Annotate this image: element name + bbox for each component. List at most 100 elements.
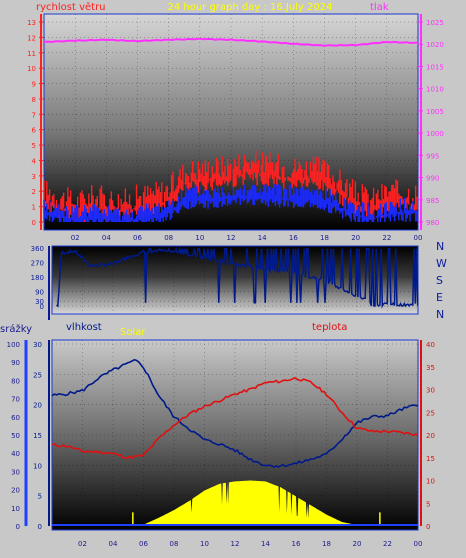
compass-n-top: N: [436, 240, 444, 253]
temp-tick-label: 15: [426, 455, 435, 463]
dir-tick-label: 90: [35, 289, 44, 297]
temp-tick-label: 30: [426, 387, 435, 395]
dir-tick-label: 360: [31, 245, 44, 253]
rain-tick-label: 40: [11, 450, 20, 458]
pressure-tick-label: 995: [426, 152, 439, 160]
wind-axis-label: rychlost větru: [36, 1, 106, 13]
weather-x-tick-label: 08: [170, 540, 179, 548]
solar-label: Solar: [120, 327, 146, 338]
pressure-tick-label: 985: [426, 197, 439, 205]
dir-tick-label: 30: [35, 298, 44, 306]
wind-x-tick-label: 14: [258, 234, 267, 242]
rain-tick-label: 20: [11, 487, 20, 495]
dir-tick-label: 270: [31, 260, 44, 268]
humidity-tick-label: 15: [33, 432, 42, 440]
wind-tick-label: 5: [32, 142, 36, 150]
weather-x-tick-label: 18: [322, 540, 331, 548]
wind-x-tick-label: 20: [351, 234, 360, 242]
wind-x-tick-label: 08: [164, 234, 173, 242]
rain-axis-label: srážky: [0, 323, 32, 335]
temp-tick-label: 10: [426, 478, 435, 486]
compass-n-bottom: N: [436, 308, 444, 321]
weather-x-tick-label: 22: [383, 540, 392, 548]
humidity-axis-label: vlhkost: [66, 322, 102, 333]
temp-tick-label: 0: [426, 523, 430, 531]
rain-tick-label: 100: [7, 341, 20, 349]
wind-x-tick-label: 06: [133, 234, 142, 242]
wind-tick-label: 1: [32, 204, 36, 212]
humidity-tick-label: 25: [33, 371, 42, 379]
pressure-tick-label: 990: [426, 175, 439, 183]
wind-tick-label: 7: [32, 111, 36, 119]
pressure-tick-label: 1020: [426, 41, 444, 49]
humidity-tick-label: 10: [33, 462, 42, 470]
wind-x-tick-label: 10: [195, 234, 204, 242]
temperature-line: [51, 376, 419, 460]
temp-tick-label: 5: [426, 500, 430, 508]
axis-layer: 0123456789101112139809859909951000100510…: [7, 14, 444, 548]
rain-tick-label: 0: [16, 523, 20, 531]
pressure-tick-label: 1025: [426, 19, 444, 27]
rain-tick-label: 90: [11, 359, 20, 367]
temp-tick-label: 40: [426, 341, 435, 349]
weather-x-tick-label: 06: [139, 540, 148, 548]
wind-x-tick-label: 22: [382, 234, 391, 242]
wind-tick-label: 9: [32, 81, 36, 89]
wind-tick-label: 11: [27, 50, 36, 58]
rain-tick-label: 70: [11, 396, 20, 404]
wind-tick-label: 8: [32, 96, 36, 104]
temperature-axis-label: teplota: [312, 322, 347, 333]
wind-x-tick-label: 00: [414, 234, 423, 242]
rain-tick-label: 30: [11, 468, 20, 476]
wind-tick-label: 0: [32, 219, 36, 227]
wind-x-tick-label: 16: [289, 234, 298, 242]
pressure-axis-label: tlak: [370, 2, 389, 13]
pressure-tick-label: 1005: [426, 108, 444, 116]
pressure-tick-label: 1010: [426, 86, 444, 94]
wind-x-tick-label: 18: [320, 234, 329, 242]
compass-w: W: [436, 257, 447, 270]
rain-tick-label: 50: [11, 432, 20, 440]
wind-tick-label: 13: [27, 19, 36, 27]
pressure-tick-label: 1015: [426, 63, 444, 71]
weather-x-tick-label: 00: [414, 540, 423, 548]
wind-tick-label: 3: [32, 173, 36, 181]
weather-x-tick-label: 14: [261, 540, 270, 548]
temp-tick-label: 25: [426, 409, 435, 417]
chart-title: 24 hour graph day : 16.July 2024: [167, 2, 332, 13]
humidity-line: [51, 358, 419, 468]
weather-x-tick-label: 16: [292, 540, 301, 548]
humidity-tick-label: 5: [38, 493, 42, 501]
weather-x-tick-label: 02: [78, 540, 87, 548]
pressure-line: [43, 37, 419, 47]
weather-x-tick-label: 12: [231, 540, 240, 548]
wind-x-tick-label: 04: [102, 234, 111, 242]
wind-x-tick-label: 12: [227, 234, 236, 242]
weather-x-tick-label: 10: [200, 540, 209, 548]
wind-tick-label: 12: [27, 34, 36, 42]
temp-tick-label: 35: [426, 364, 435, 372]
solar-area: [135, 480, 365, 526]
humidity-tick-label: 30: [33, 341, 42, 349]
wind-x-tick-label: 02: [71, 234, 80, 242]
weather-x-tick-label: 04: [109, 540, 118, 548]
series-layer: [43, 37, 419, 526]
wind-tick-label: 2: [32, 188, 36, 196]
rain-tick-label: 60: [11, 414, 20, 422]
pressure-tick-label: 980: [426, 219, 439, 227]
humidity-tick-label: 20: [33, 402, 42, 410]
weather-x-tick-label: 20: [353, 540, 362, 548]
temp-tick-label: 20: [426, 432, 435, 440]
pressure-tick-label: 1000: [426, 130, 444, 138]
wind-tick-label: 10: [27, 65, 36, 73]
rain-tick-label: 80: [11, 377, 20, 385]
rain-tick-label: 10: [11, 505, 20, 513]
direction-line: [56, 245, 419, 309]
wind-tick-label: 6: [32, 127, 37, 135]
dir-tick-label: 0: [40, 303, 44, 311]
wind-tick-label: 4: [32, 157, 37, 165]
compass-s: S: [436, 274, 443, 287]
dir-tick-label: 180: [31, 274, 44, 282]
